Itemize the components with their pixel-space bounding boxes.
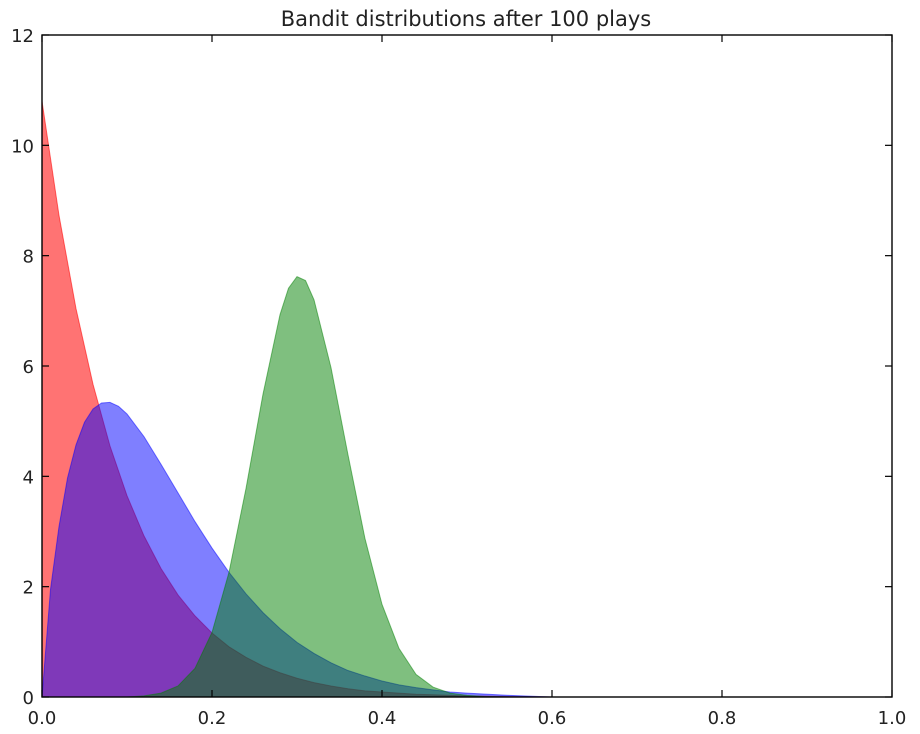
x-tick-label: 0.4: [368, 708, 397, 729]
y-tick-label: 10: [11, 136, 34, 157]
tick-layer: [41, 34, 893, 698]
y-tick-label: 0: [23, 688, 34, 709]
y-tick-label: 6: [23, 357, 34, 378]
x-tick-label: 0.2: [198, 708, 227, 729]
x-tick-label: 0.8: [708, 708, 737, 729]
x-tick-label: 1.0: [878, 708, 907, 729]
series-area-3: [126, 276, 510, 698]
x-tick-label: 0.6: [538, 708, 567, 729]
x-tick-labels: 0.0 0.2 0.4 0.6 0.8 1.0: [28, 708, 907, 729]
y-tick-label: 8: [23, 247, 34, 268]
series-layer: [41, 101, 553, 698]
y-tick-label: 4: [23, 467, 34, 488]
chart-title: Bandit distributions after 100 plays: [281, 7, 651, 31]
y-tick-label: 12: [11, 26, 34, 47]
x-tick-label: 0.0: [28, 708, 57, 729]
y-tick-label: 2: [23, 578, 34, 599]
y-tick-labels: 0 2 4 6 8 10 12: [11, 26, 34, 709]
